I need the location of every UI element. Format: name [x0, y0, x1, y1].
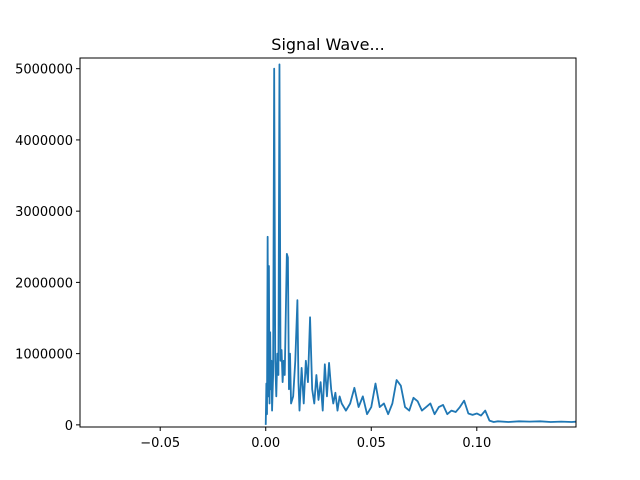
y-tick-label: 2000000 [15, 276, 73, 291]
plot-area [264, 63, 576, 425]
x-tick-label: 0.00 [251, 436, 280, 451]
y-axis: 0 1000000 2000000 3000000 4000000 5000000 [15, 63, 80, 434]
axes-frame [79, 57, 577, 428]
y-tick-label: 0 [65, 419, 73, 434]
x-axis: −0.05 0.00 0.05 0.10 [140, 427, 491, 451]
y-tick-label: 5000000 [15, 63, 73, 78]
y-tick-label: 4000000 [15, 134, 73, 149]
x-tick-label: 0.05 [357, 436, 386, 451]
series-line-0 [264, 63, 576, 425]
y-tick-label: 1000000 [15, 348, 73, 363]
x-tick-label: 0.10 [462, 436, 491, 451]
y-tick-label: 3000000 [15, 205, 73, 220]
chart-title: Signal Wave... [271, 35, 384, 54]
x-tick-label: −0.05 [140, 436, 180, 451]
